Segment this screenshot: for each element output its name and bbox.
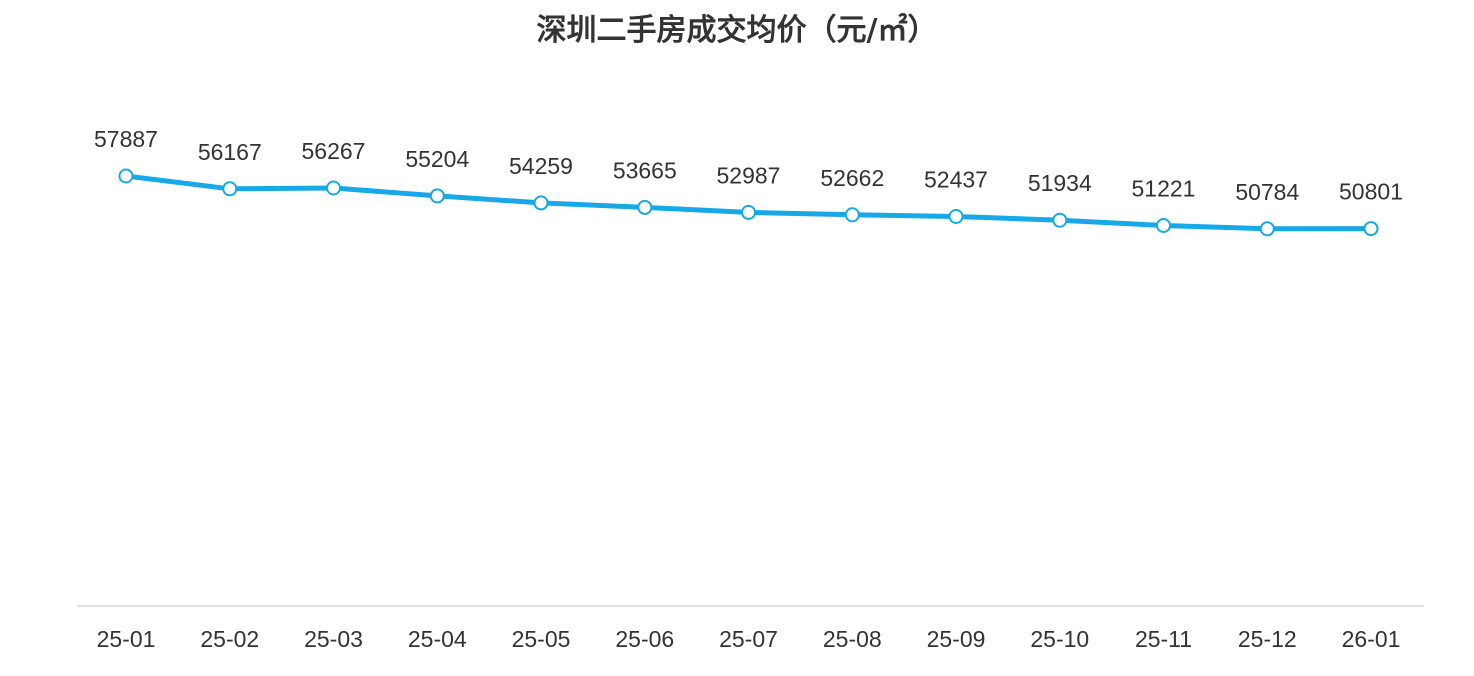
data-point[interactable] [741,204,756,220]
data-point[interactable] [1156,218,1171,233]
data-label: 51221 [1132,176,1196,202]
data-point[interactable] [1052,212,1068,228]
data-point[interactable] [533,195,549,211]
x-tick-label: 26-01 [1342,626,1401,652]
data-label: 54259 [509,153,573,179]
data-label: 55204 [405,146,469,172]
x-tick-label: 25-02 [200,626,259,652]
chart-marks: 57887 56167 56267 55204 54259 53665 52987 52662… [94,126,1403,652]
chart-title: 深圳二手房成交均价（元/㎡） [537,13,938,48]
x-tick-label: 25-08 [823,626,882,652]
data-point[interactable] [326,180,341,196]
data-label: 57887 [94,126,158,152]
data-point[interactable] [118,168,134,184]
x-tick-label: 25-07 [719,626,778,652]
data-label: 52437 [924,167,988,193]
data-label: 56267 [302,138,366,164]
x-tick-label: 25-03 [304,626,363,652]
data-label: 53665 [613,157,677,183]
data-point[interactable] [222,181,238,197]
data-label: 56167 [198,139,262,165]
data-point[interactable] [1259,221,1275,237]
x-tick-label: 25-10 [1030,626,1089,652]
data-point[interactable] [1363,221,1379,237]
x-tick-label: 25-06 [615,626,674,652]
data-point[interactable] [637,199,653,215]
data-point[interactable] [844,207,860,223]
data-label: 52987 [717,162,781,188]
data-label: 50784 [1235,179,1299,205]
data-point[interactable] [429,188,445,204]
data-label: 52662 [820,165,884,191]
x-tick-label: 25-04 [408,626,467,652]
x-tick-label: 25-09 [927,626,986,652]
x-tick-label: 25-01 [97,626,156,652]
x-tick-label: 25-12 [1238,626,1297,652]
x-tick-label: 25-11 [1135,626,1192,652]
data-point[interactable] [948,209,964,224]
data-label: 51934 [1028,170,1092,196]
x-tick-label: 25-05 [512,626,571,652]
data-label: 50801 [1339,179,1403,205]
